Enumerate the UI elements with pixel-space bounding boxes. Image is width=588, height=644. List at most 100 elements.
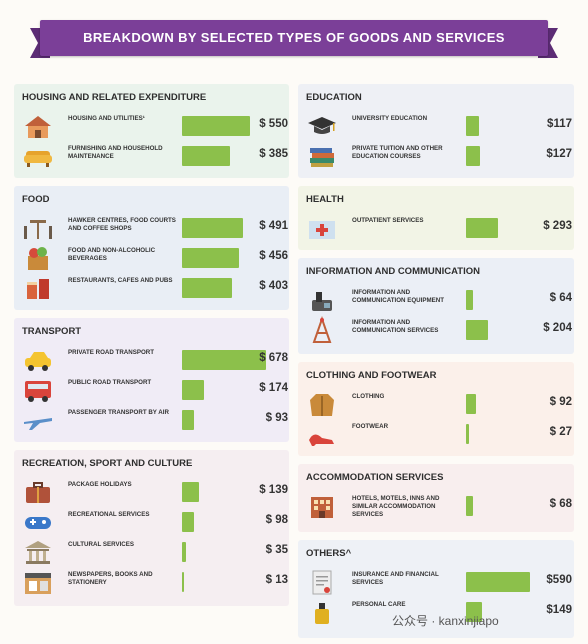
data-label: $ 293 bbox=[543, 220, 572, 232]
watermark-text: 公众号 · kanxinjiapo bbox=[392, 614, 499, 628]
bus-icon bbox=[22, 376, 54, 404]
document-icon bbox=[306, 568, 338, 596]
chart-row: INFORMATION AND COMMUNICATION EQUIPMENT $… bbox=[306, 286, 572, 314]
category-title: TRANSPORT bbox=[22, 326, 82, 337]
chart-row: UNIVERSITY EDUCATION $117 bbox=[306, 112, 572, 140]
category-title: EDUCATION bbox=[306, 92, 362, 103]
chart-row: FURNISHING AND HOUSEHOLD MAINTENANCE $ 38… bbox=[22, 142, 288, 170]
category-panel: ACCOMMODATION SERVICES HOTELS, MOTELS, IN… bbox=[298, 464, 574, 532]
value-bar bbox=[182, 218, 243, 238]
chart-row: PRIVATE ROAD TRANSPORT $ 678 bbox=[22, 346, 288, 374]
chart-row: NEWSPAPERS, BOOKS AND STATIONERY $ 13 bbox=[22, 568, 288, 596]
row-label: HAWKER CENTRES, FOOD COURTS AND COFFEE S… bbox=[68, 217, 176, 232]
value-bar bbox=[182, 350, 266, 370]
category-panel: HOUSING AND RELATED EXPENDITURE HOUSING A… bbox=[14, 84, 289, 178]
chart-row: FOOTWEAR $ 27 bbox=[306, 420, 572, 448]
category-panel: HEALTH OUTPATIENT SERVICES $ 293 bbox=[298, 186, 574, 250]
value-bar bbox=[182, 116, 251, 136]
hotel-icon bbox=[306, 492, 338, 520]
value-bar bbox=[182, 482, 200, 502]
data-label: $ 68 bbox=[549, 498, 572, 510]
data-label: $ 27 bbox=[549, 426, 572, 438]
museum-icon bbox=[22, 538, 54, 566]
books-icon bbox=[306, 142, 338, 170]
row-label: PASSENGER TRANSPORT BY AIR bbox=[68, 409, 169, 416]
value-bar bbox=[466, 424, 469, 444]
table-chairs-icon bbox=[22, 214, 54, 242]
row-label: CLOTHING bbox=[352, 393, 385, 400]
chart-row: RESTAURANTS, CAFES AND PUBS $ 403 bbox=[22, 274, 288, 302]
data-label: $ 204 bbox=[543, 322, 572, 334]
newsstand-icon bbox=[22, 568, 54, 596]
category-title: HEALTH bbox=[306, 194, 344, 205]
chart-row: PERSONAL CARE $149 bbox=[306, 598, 572, 626]
category-title: FOOD bbox=[22, 194, 50, 205]
phone-icon bbox=[306, 286, 338, 314]
data-label: $127 bbox=[546, 148, 572, 160]
chart-row: HAWKER CENTRES, FOOD COURTS AND COFFEE S… bbox=[22, 214, 288, 242]
category-title: RECREATION, SPORT AND CULTURE bbox=[22, 458, 193, 469]
category-panel: OTHERS^ INSURANCE AND FINANCIAL SERVICES $… bbox=[298, 540, 574, 638]
value-bar bbox=[182, 278, 232, 298]
data-label: $149 bbox=[546, 604, 572, 616]
category-panel: RECREATION, SPORT AND CULTURE PACKAGE HOL… bbox=[14, 450, 289, 606]
row-label: FOOTWEAR bbox=[352, 423, 389, 430]
row-label: RESTAURANTS, CAFES AND PUBS bbox=[68, 277, 173, 284]
chart-title: BREAKDOWN BY SELECTED TYPES OF GOODS AND… bbox=[83, 30, 505, 45]
value-bar bbox=[182, 512, 195, 532]
category-panel: INFORMATION AND COMMUNICATION INFORMATION… bbox=[298, 258, 574, 354]
chart-row: HOUSING AND UTILITIES¹ $ 550 bbox=[22, 112, 288, 140]
row-label: OUTPATIENT SERVICES bbox=[352, 217, 424, 224]
chart-row: RECREATIONAL SERVICES $ 98 bbox=[22, 508, 288, 536]
value-bar bbox=[466, 602, 483, 622]
row-label: INFORMATION AND COMMUNICATION EQUIPMENT bbox=[352, 289, 445, 304]
chart-row: CULTURAL SERVICES $ 35 bbox=[22, 538, 288, 566]
category-panel: CLOTHING AND FOOTWEAR CLOTHING $ 92 FOOTWEA… bbox=[298, 362, 574, 456]
category-panel: FOOD HAWKER CENTRES, FOOD COURTS AND COFF… bbox=[14, 186, 289, 310]
value-bar bbox=[466, 394, 476, 414]
value-bar bbox=[466, 146, 480, 166]
data-label: $ 456 bbox=[259, 250, 288, 262]
value-bar bbox=[182, 248, 239, 268]
chart-row: PASSENGER TRANSPORT BY AIR $ 93 bbox=[22, 406, 288, 434]
clinic-icon bbox=[306, 214, 338, 242]
row-label: PACKAGE HOLIDAYS bbox=[68, 481, 132, 488]
gamepad-icon bbox=[22, 508, 54, 536]
value-bar bbox=[466, 320, 489, 340]
category-title: ACCOMMODATION SERVICES bbox=[306, 472, 444, 483]
value-bar bbox=[182, 542, 187, 562]
chart-row: PRIVATE TUITION AND OTHER EDUCATION COUR… bbox=[306, 142, 572, 170]
row-label: INFORMATION AND COMMUNICATION SERVICES bbox=[352, 319, 439, 334]
value-bar bbox=[466, 218, 498, 238]
category-panel: EDUCATION UNIVERSITY EDUCATION $117 PRIVATE… bbox=[298, 84, 574, 178]
value-bar bbox=[182, 572, 184, 592]
data-label: $ 35 bbox=[265, 544, 288, 556]
data-label: $ 550 bbox=[259, 118, 288, 130]
chart-row: PACKAGE HOLIDAYS $ 139 bbox=[22, 478, 288, 506]
data-label: $117 bbox=[547, 118, 572, 130]
row-label: FURNISHING AND HOUSEHOLD MAINTENANCE bbox=[68, 145, 163, 160]
house-icon bbox=[22, 112, 54, 140]
graduation-cap-icon bbox=[306, 112, 338, 140]
data-label: $ 174 bbox=[259, 382, 288, 394]
data-label: $ 491 bbox=[259, 220, 288, 232]
row-label: CULTURAL SERVICES bbox=[68, 541, 135, 548]
tower-icon bbox=[306, 315, 338, 344]
heels-icon bbox=[306, 420, 338, 448]
data-label: $ 13 bbox=[265, 574, 288, 586]
value-bar bbox=[466, 290, 473, 310]
data-label: $ 64 bbox=[549, 292, 572, 304]
car-icon bbox=[22, 346, 54, 374]
category-title: CLOTHING AND FOOTWEAR bbox=[306, 370, 437, 381]
value-bar bbox=[182, 146, 230, 166]
value-bar bbox=[182, 380, 204, 400]
data-label: $590 bbox=[546, 574, 572, 586]
row-label: PUBLIC ROAD TRANSPORT bbox=[68, 379, 152, 386]
row-label: PRIVATE ROAD TRANSPORT bbox=[68, 349, 155, 356]
row-label: PERSONAL CARE bbox=[352, 601, 406, 608]
data-label: $ 385 bbox=[259, 148, 288, 160]
category-title: INFORMATION AND COMMUNICATION bbox=[306, 266, 480, 277]
title-banner: BREAKDOWN BY SELECTED TYPES OF GOODS AND… bbox=[30, 14, 558, 62]
row-label: HOUSING AND UTILITIES¹ bbox=[68, 115, 145, 122]
chart-row: OUTPATIENT SERVICES $ 293 bbox=[306, 214, 572, 242]
